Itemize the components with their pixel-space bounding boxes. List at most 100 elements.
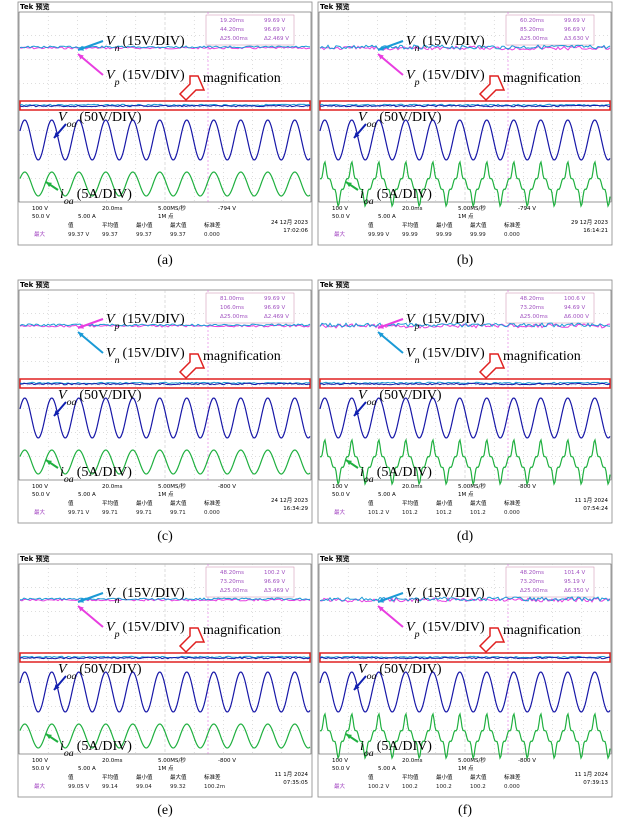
cursor-readout: 96.69 V <box>264 579 285 585</box>
stats-value: 最大 <box>334 230 346 238</box>
rail-label-sub: p <box>414 629 420 640</box>
stats-value: 101.2 <box>402 510 418 516</box>
ioa-label-scale: (5A/DIV) <box>77 187 133 202</box>
magnification-label: magnification <box>503 623 581 638</box>
voa-label-sub: oa <box>67 671 77 682</box>
stats-header: 标准差 <box>204 499 221 507</box>
rail-label-scale: (15V/DIV) <box>422 620 485 635</box>
cursor-readout: Δ25.00ms <box>220 588 248 594</box>
setting-readout: 100 V <box>332 206 348 212</box>
stats-header: 最大值 <box>470 499 487 507</box>
cursor-readout: 101.4 V <box>564 570 585 576</box>
setting-readout: -800 V <box>518 484 536 490</box>
caption: (d) <box>457 529 474 544</box>
setting-readout: 5.00MS/秒 <box>158 204 186 212</box>
stats-value: 100.2 <box>470 784 486 790</box>
rail-label-sub: n <box>415 595 420 606</box>
rail-label-scale: (15V/DIV) <box>122 620 185 635</box>
scope-panel: Tek 预览48.20ms101.4 V73.20ms95.19 VΔ25.00… <box>318 554 612 797</box>
caption: (b) <box>457 253 474 268</box>
timestamp: 11 1月 2024 <box>275 771 309 778</box>
cursor-readout: 99.69 V <box>564 18 585 24</box>
setting-readout: 100 V <box>332 484 348 490</box>
timestamp: 07:54:24 <box>583 506 608 512</box>
rail-label-scale: (15V/DIV) <box>122 68 185 83</box>
stats-header: 最小值 <box>436 773 453 781</box>
setting-readout: 50.0 V <box>32 492 50 498</box>
stats-header: 最小值 <box>136 221 153 229</box>
stats-header: 平均值 <box>402 499 419 507</box>
cursor-readout: Δ3.469 V <box>264 588 289 594</box>
stats-header: 值 <box>368 773 374 781</box>
stats-header: 标准差 <box>504 221 521 229</box>
setting-readout: 5.00 A <box>78 214 96 220</box>
stats-value: 100.2 <box>402 784 418 790</box>
voa-label-sub: oa <box>367 397 377 408</box>
rail-label-sub: p <box>114 629 120 640</box>
stats-value: 99.71 <box>170 510 186 516</box>
stats-value: 99.99 <box>470 232 486 238</box>
caption: (f) <box>458 803 472 818</box>
timestamp: 24 12月 2023 <box>271 497 308 504</box>
rail-label-scale: (15V/DIV) <box>422 68 485 83</box>
rail-label-sub: n <box>415 43 420 54</box>
cursor-readout: 99.69 V <box>264 296 285 302</box>
stats-value: 0.000 <box>204 232 220 238</box>
rail-label-sub: p <box>414 321 420 332</box>
scope-panel: Tek 预览60.20ms99.69 V85.20ms96.69 VΔ25.00… <box>318 2 612 245</box>
scope-header: Tek 预览 <box>320 280 350 289</box>
cursor-readout: Δ2.469 V <box>264 314 289 320</box>
setting-readout: 5.00 A <box>378 766 396 772</box>
stats-header: 平均值 <box>402 773 419 781</box>
setting-readout: 100 V <box>32 206 48 212</box>
setting-readout: -800 V <box>218 758 236 764</box>
stats-header: 标准差 <box>204 221 221 229</box>
stats-header: 最大值 <box>470 773 487 781</box>
cursor-readout: 96.69 V <box>264 27 285 33</box>
stats-header: 标准差 <box>204 773 221 781</box>
ioa-label-sub: oa <box>64 748 74 759</box>
ioa-label-sub: oa <box>64 196 74 207</box>
ioa-label-scale: (5A/DIV) <box>377 465 433 480</box>
cursor-readout: 48.20ms <box>520 570 544 576</box>
rail-label-sub: n <box>415 355 420 366</box>
timestamp: 16:34:29 <box>283 506 308 512</box>
voa-label-scale: (50V/DIV) <box>79 110 142 125</box>
timestamp: 11 1月 2024 <box>575 771 609 778</box>
setting-readout: 20.0ms <box>402 484 423 490</box>
setting-readout: 20.0ms <box>102 758 123 764</box>
scope-header: Tek 预览 <box>320 2 350 11</box>
cursor-readout: Δ25.00ms <box>520 314 548 320</box>
stats-value: 99.37 <box>136 232 152 238</box>
rail-label-scale: (15V/DIV) <box>422 346 485 361</box>
stats-header: 值 <box>68 499 74 507</box>
rail-label-scale: (15V/DIV) <box>422 34 485 49</box>
cursor-readout: 73.20ms <box>220 579 244 585</box>
scope-panel: Tek 预览48.20ms100.2 V73.20ms96.69 VΔ25.00… <box>18 554 312 797</box>
stats-value: 99.32 <box>170 784 186 790</box>
voa-label-sub: oa <box>367 119 377 130</box>
voa-label-scale: (50V/DIV) <box>379 110 442 125</box>
cursor-readout: 60.20ms <box>520 18 544 24</box>
setting-readout: 50.0 V <box>32 214 50 220</box>
stats-value: 最大 <box>34 508 46 516</box>
stats-value: 99.99 <box>402 232 418 238</box>
rail-label-scale: (15V/DIV) <box>122 34 185 49</box>
cursor-readout: 106.0ms <box>220 305 244 311</box>
ioa-label-sub: oa <box>364 196 374 207</box>
stats-value: 最大 <box>34 230 46 238</box>
cursor-readout: 100.2 V <box>264 570 285 576</box>
setting-readout: 5.00 A <box>78 766 96 772</box>
figure: Tek 预览19.20ms99.69 V44.20ms96.69 VΔ25.00… <box>0 0 630 829</box>
cursor-readout: Δ3.630 V <box>564 36 589 42</box>
rail-label-scale: (15V/DIV) <box>122 312 185 327</box>
timestamp: 07:39:13 <box>583 780 608 786</box>
caption: (e) <box>157 803 173 818</box>
stats-header: 值 <box>68 773 74 781</box>
cursor-readout: 95.19 V <box>564 579 585 585</box>
setting-readout: 20.0ms <box>102 206 123 212</box>
stats-header: 平均值 <box>102 221 119 229</box>
stats-value: 0.000 <box>504 784 520 790</box>
voa-label-scale: (50V/DIV) <box>79 388 142 403</box>
